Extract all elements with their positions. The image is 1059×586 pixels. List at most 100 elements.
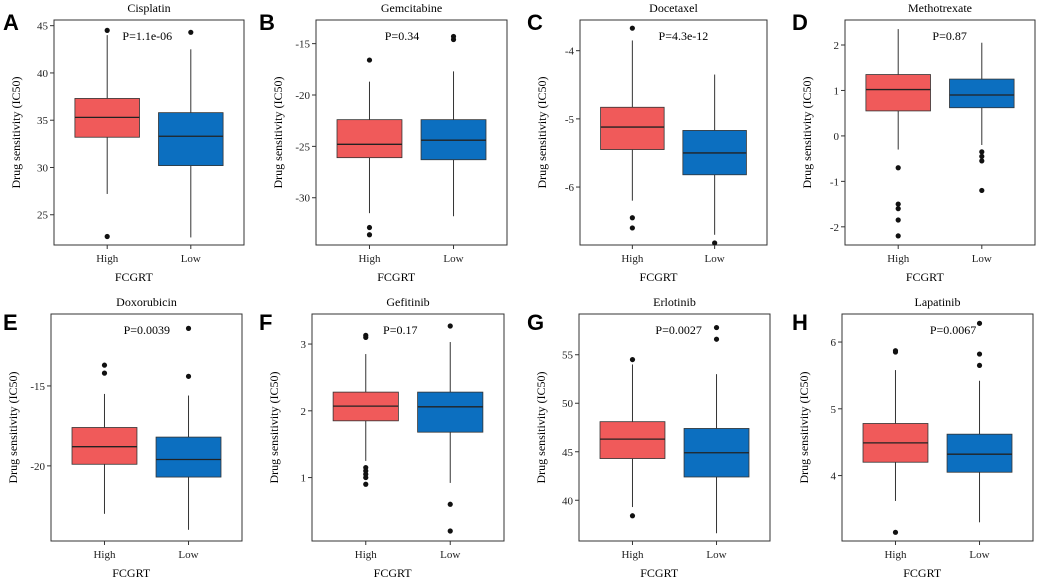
panel-f: F Gefitinib P=0.17 3 2 1 Drug sensitivity (IC5… [259,295,505,580]
outlier-point [892,349,899,355]
y-tick-label: -20 [295,90,310,102]
panel-letter: H [792,310,808,335]
outlier-point [895,217,901,223]
panel-a: A Cisplatin P=1.1e-06 25 30 35 40 45 Drug sensit… [3,1,245,284]
outlier-point [979,149,985,155]
y-tick-label: 1 [834,85,840,97]
y-tick-label: 55 [562,350,574,362]
x-tick-label: Low [706,549,726,561]
p-value: P=4.3e-12 [659,29,709,43]
y-tick-label: 2 [834,40,840,52]
box-group-low [949,42,1015,194]
box-group-high [332,332,399,487]
x-tick-label: High [621,253,644,265]
outlier-point [979,153,985,159]
iqr-box [336,119,403,159]
outlier-point [363,474,369,481]
panel-letter: D [792,10,808,35]
outlier-point [363,334,369,340]
outlier-point [895,165,901,171]
y-axis-title: Drug sensitivity (IC50) [797,372,811,484]
outlier-point [104,233,110,240]
p-value: P=0.0039 [124,323,170,337]
iqr-box [865,74,931,112]
x-tick-label: Low [178,549,198,561]
x-axis-title: FCGRT [640,566,679,580]
box-group-high [599,356,666,519]
box-group-low [682,74,747,246]
outlier-point [185,325,192,331]
y-tick-label: -4 [565,46,575,58]
p-value: P=0.87 [932,29,966,43]
box-group-low [158,29,224,238]
outlier-point [447,501,453,507]
outlier-point [895,201,901,207]
y-tick-label: 50 [562,398,574,410]
p-value: P=1.1e-06 [122,29,172,43]
panel-letter: F [259,310,272,335]
outlier-point [976,362,983,369]
x-tick-label: High [96,253,119,265]
y-tick-label: 5 [831,404,837,416]
plot-frame [841,313,1034,542]
outlier-point [450,36,457,43]
y-tick-label: -2 [830,222,839,234]
panel-title: Cisplatin [127,1,170,15]
y-tick-label: 4 [831,471,837,483]
box-group-high [74,27,140,240]
y-axis-title: Drug sensitivity (IC50) [9,77,23,189]
box-group-high [71,362,138,514]
y-tick-label: -5 [565,114,575,126]
iqr-box [946,433,1013,473]
box-group-high [865,29,931,239]
panel-letter: B [259,10,275,35]
panel-title: Lapatinib [915,295,961,309]
y-tick-label: 45 [37,21,49,33]
p-value: P=0.17 [383,323,417,337]
box-group-low [417,323,484,534]
outlier-point [366,224,373,231]
plot-frame [315,19,508,246]
plot-frame [578,313,771,542]
outlier-point [976,320,983,326]
outlier-point [363,481,369,487]
iqr-box [949,78,1015,109]
x-tick-label: Low [969,549,989,561]
x-tick-label: High [93,549,116,561]
plot-frame [311,313,505,542]
iqr-box [158,112,224,166]
p-value: P=0.0027 [655,323,701,337]
x-axis-title: FCGRT [903,566,942,580]
outlier-point [104,27,110,33]
x-tick-label: Low [972,253,992,265]
x-axis-title: FCGRT [374,566,413,580]
y-tick-label: 2 [301,406,307,418]
box-group-high [600,25,665,231]
iqr-box [600,106,665,150]
x-tick-label: High [358,253,381,265]
outlier-point [979,158,985,164]
box-group-high [336,57,403,238]
panel-title: Erlotinib [653,295,696,309]
x-tick-label: High [355,549,378,561]
outlier-point [366,57,373,63]
outlier-point [101,362,108,368]
outlier-point [185,373,192,379]
outlier-point [629,225,635,231]
y-tick-label: 1 [301,473,307,485]
panel-title: Gefitinib [386,295,429,309]
x-axis-title: FCGRT [112,566,151,580]
y-tick-label: 0 [834,131,840,143]
outlier-point [629,356,636,363]
panel-d: D Methotrexate P=0.87 2 1 0 -1 -2 Drug sensitivi… [792,1,1036,284]
x-tick-label: Low [443,253,463,265]
y-axis-title: Drug sensitivity (IC50) [800,77,814,189]
outlier-point [895,233,901,239]
y-axis-title: Drug sensitivity (IC50) [534,372,548,484]
outlier-point [712,240,718,246]
x-tick-label: Low [181,253,201,265]
panel-g: G Erlotinib P=0.0027 55 50 45 40 Drug sensitivi… [527,295,771,580]
iqr-box [599,421,666,459]
x-axis-title: FCGRT [906,270,945,284]
